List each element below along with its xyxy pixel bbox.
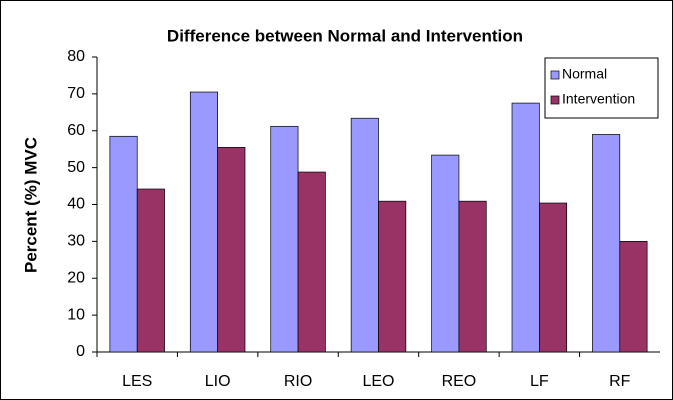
x-tick-label: RF xyxy=(609,373,631,390)
bar xyxy=(431,154,460,353)
bar xyxy=(350,117,379,353)
x-tick-label: LF xyxy=(530,373,549,390)
bar xyxy=(297,171,326,353)
bar xyxy=(619,241,648,353)
x-tick-label: RIO xyxy=(284,373,312,390)
legend-label: Normal xyxy=(562,66,607,82)
y-axis-label: Percent (%) MVC xyxy=(21,137,40,273)
y-tick-label: 80 xyxy=(67,48,85,65)
x-tick-label: LES xyxy=(122,373,152,390)
bar xyxy=(270,125,299,353)
y-tick-label: 50 xyxy=(67,159,85,176)
bar xyxy=(136,188,165,353)
bar xyxy=(592,134,621,353)
y-tick-label: 60 xyxy=(67,122,85,139)
bar xyxy=(109,135,138,353)
legend-box xyxy=(544,57,659,119)
legend-swatch xyxy=(550,95,560,105)
legend-swatch xyxy=(550,70,560,80)
y-tick-label: 40 xyxy=(67,196,85,213)
y-tick-label: 10 xyxy=(67,306,85,323)
bar xyxy=(378,200,407,353)
bar xyxy=(511,102,540,353)
y-tick-label: 20 xyxy=(67,269,85,286)
y-tick-label: 0 xyxy=(76,343,85,360)
bar xyxy=(539,202,568,353)
y-tick-label: 70 xyxy=(67,85,85,102)
x-tick-label: LEO xyxy=(362,373,394,390)
bar xyxy=(217,146,246,353)
legend-label: Intervention xyxy=(562,91,635,107)
bar xyxy=(189,91,218,353)
y-tick-label: 30 xyxy=(67,233,85,250)
bar xyxy=(458,200,487,353)
x-tick-label: LIO xyxy=(205,373,231,390)
chart-title: Difference between Normal and Interventi… xyxy=(167,26,523,45)
x-tick-label: REO xyxy=(442,373,477,390)
